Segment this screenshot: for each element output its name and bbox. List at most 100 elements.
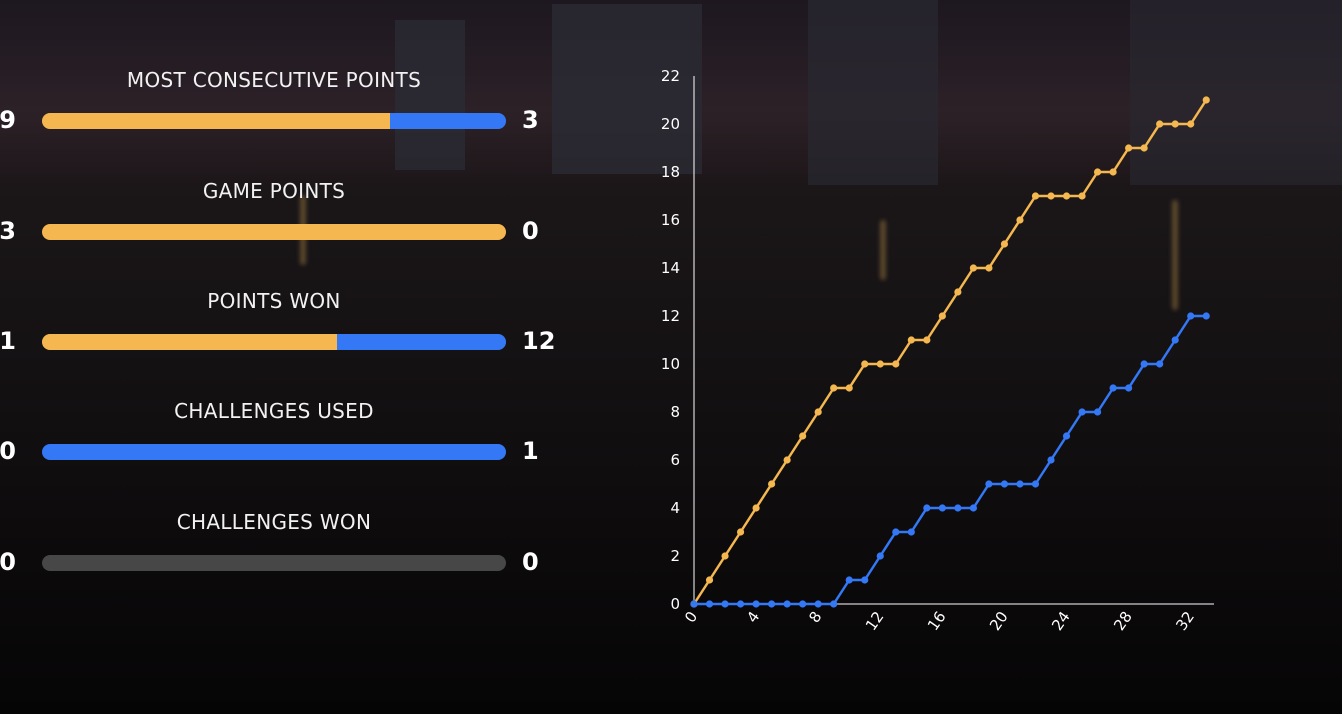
data-point <box>1016 480 1024 488</box>
stat-bar-right-fill <box>42 444 506 460</box>
stat-title: CHALLENGES WON <box>176 510 372 534</box>
data-point <box>1031 192 1040 200</box>
stat-right-value: 0 <box>522 548 539 576</box>
data-point <box>721 552 729 560</box>
data-point <box>985 264 993 272</box>
data-point <box>1140 360 1148 368</box>
data-point <box>1156 360 1164 368</box>
data-point <box>1047 192 1055 200</box>
data-point <box>907 336 915 344</box>
data-point <box>861 576 869 584</box>
data-point <box>1171 336 1179 344</box>
light-reflection <box>880 220 886 280</box>
y-tick-label: 10 <box>661 355 680 373</box>
data-point <box>736 600 745 608</box>
building <box>552 4 702 174</box>
data-point <box>1062 192 1071 200</box>
data-point <box>814 408 822 416</box>
data-point <box>783 456 791 464</box>
data-point <box>721 600 729 608</box>
stat-bar-right-fill <box>390 113 506 129</box>
x-tick-label: 8 <box>805 608 825 626</box>
y-tick-label: 2 <box>670 547 680 565</box>
data-point <box>1093 168 1102 176</box>
data-point <box>861 360 869 368</box>
stat-title: MOST CONSECUTIVE POINTS <box>126 68 422 92</box>
stat-row-consecutive-points: MOST CONSECUTIVE POINTS 9 3 <box>0 68 600 158</box>
y-tick-label: 16 <box>661 211 680 229</box>
data-point <box>1125 384 1133 392</box>
data-point <box>1109 168 1117 176</box>
data-point <box>752 600 760 608</box>
data-point <box>876 552 884 560</box>
y-tick-label: 14 <box>661 259 680 277</box>
stat-row-challenges-won: CHALLENGES WON 0 0 <box>0 510 600 600</box>
stat-row-points-won: POINTS WON 21 12 <box>0 289 600 379</box>
data-point <box>1031 480 1040 488</box>
data-point <box>923 336 931 344</box>
stat-right-value: 1 <box>522 437 539 465</box>
stat-left-value: 0 <box>0 548 16 576</box>
data-point <box>845 384 853 392</box>
data-point <box>752 504 760 512</box>
series-line-1 <box>694 314 1207 606</box>
data-point <box>799 432 807 440</box>
data-point <box>814 600 822 608</box>
stat-title: CHALLENGES USED <box>174 399 374 423</box>
stat-bar-right-fill <box>337 334 506 350</box>
stat-left-value: 9 <box>0 106 16 134</box>
data-point <box>1000 240 1009 248</box>
data-point <box>1187 312 1195 320</box>
x-tick-label: 16 <box>924 608 950 634</box>
x-tick-label: 20 <box>986 608 1012 634</box>
stat-right-value: 0 <box>522 217 539 245</box>
y-tick-label: 4 <box>670 499 680 517</box>
x-tick-label: 28 <box>1110 608 1136 634</box>
y-tick-label: 20 <box>661 115 680 133</box>
data-point <box>954 504 962 512</box>
data-point <box>799 600 807 608</box>
data-point <box>907 528 915 536</box>
stat-title: POINTS WON <box>207 289 341 313</box>
data-point <box>768 600 776 608</box>
data-point <box>830 384 838 392</box>
data-point <box>1047 456 1055 464</box>
data-point <box>1171 120 1179 128</box>
data-point <box>768 480 776 488</box>
x-tick-label: 24 <box>1048 608 1074 634</box>
data-point <box>876 360 884 368</box>
data-point <box>1109 384 1117 392</box>
stat-bar <box>42 113 506 129</box>
data-point <box>938 504 946 512</box>
data-point <box>1093 408 1102 416</box>
data-point <box>1125 144 1133 152</box>
data-point <box>1187 120 1195 128</box>
stat-right-value: 3 <box>522 106 539 134</box>
series-line-0 <box>692 99 1208 605</box>
y-tick-label: 12 <box>661 307 680 325</box>
stat-row-challenges-used: CHALLENGES USED 0 1 <box>0 399 600 489</box>
data-point <box>1000 480 1009 488</box>
data-point <box>938 312 946 320</box>
x-tick-label: 12 <box>862 608 888 634</box>
data-point <box>845 576 853 584</box>
data-point <box>969 264 978 272</box>
stat-bar <box>42 555 506 571</box>
data-point <box>705 576 714 584</box>
data-point <box>1062 432 1071 440</box>
data-point <box>985 480 993 488</box>
building <box>395 20 465 170</box>
y-tick-label: 8 <box>670 403 680 421</box>
match-stats: MOST CONSECUTIVE POINTS 9 3 GAME POINTS … <box>0 0 600 714</box>
stat-bar <box>42 224 506 240</box>
y-tick-label: 18 <box>661 163 680 181</box>
data-point <box>892 528 900 536</box>
points-progression-chart: 0 2 4 6 8 10 12 14 16 18 20 22 0 4 8 12 16 20 24 28 32 <box>640 60 1250 660</box>
data-point <box>1202 96 1210 104</box>
data-point <box>892 360 900 368</box>
data-point <box>1078 192 1086 200</box>
stat-bar-left-fill <box>42 224 506 240</box>
stat-bar <box>42 334 506 350</box>
stat-left-value: 3 <box>0 217 16 245</box>
